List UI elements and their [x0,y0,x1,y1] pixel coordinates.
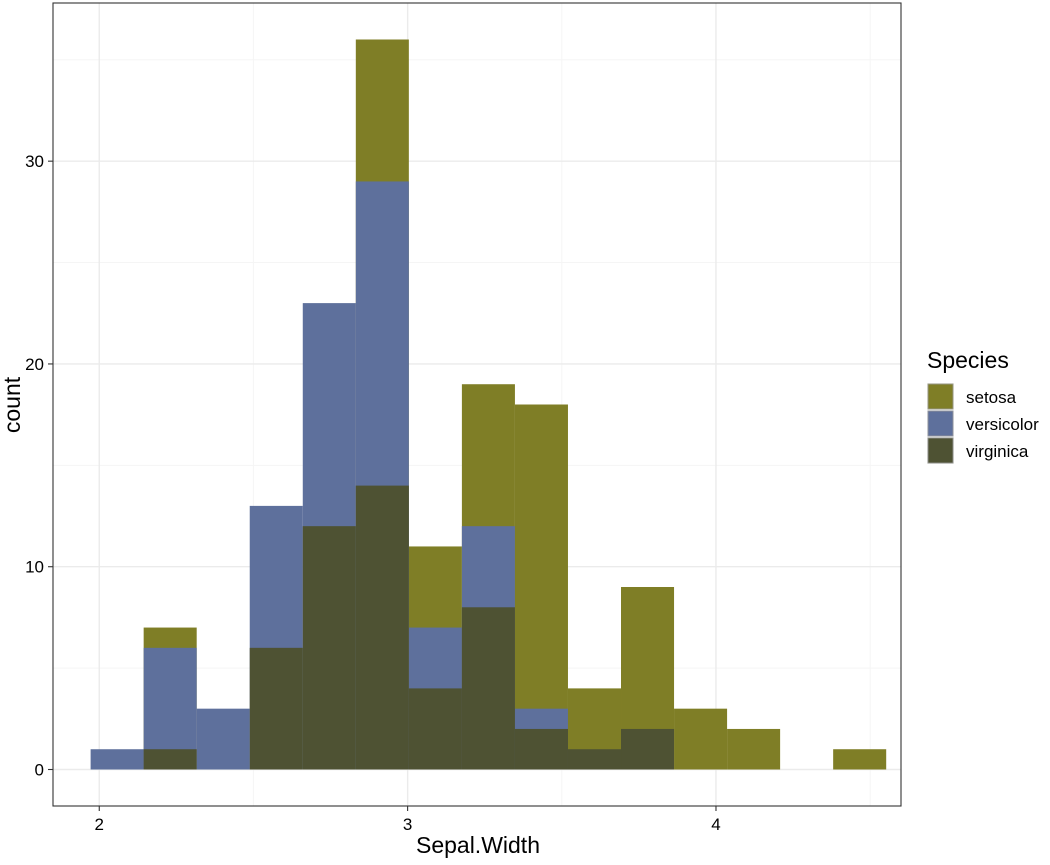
legend-label-virginica: virginica [966,442,1029,461]
y-tick-label: 30 [25,152,44,171]
y-tick-label: 10 [25,558,44,577]
bar-virginica [249,647,303,770]
bar-virginica [143,749,197,770]
legend-label-setosa: setosa [966,388,1017,407]
x-tick-label: 2 [95,815,104,834]
x-tick-label: 3 [403,815,412,834]
bar-virginica [302,526,356,770]
bars-layer [90,39,887,770]
bar-virginica [567,749,622,770]
legend-items: setosa versicolor virginica [926,382,1039,465]
y-tick-label: 0 [35,761,44,780]
y-axis-title: count [0,376,25,433]
legend-label-versicolor: versicolor [966,415,1039,434]
axis-layer: 0 10 20 30 2 3 4 [25,152,721,834]
panel-border [52,2,902,807]
legend-key-outline [927,437,954,464]
bar-setosa [833,749,887,770]
x-tick-label: 4 [711,815,720,834]
legend-key-outline [927,410,954,437]
bar-virginica [461,607,515,770]
legend-key-outline [927,383,954,410]
y-tick-label: 20 [25,355,44,374]
legend-key-setosa [926,382,955,411]
legend-key-virginica [926,436,955,465]
bar-virginica [408,688,462,770]
bar-setosa [727,728,781,770]
bar-setosa [674,708,728,770]
bar-virginica [514,728,568,770]
x-axis-title: Sepal.Width [416,832,540,858]
legend: Species setosa versicolor virginica [926,347,1039,465]
legend-key-versicolor [926,409,955,438]
bar-versicolor [90,749,144,770]
legend-title: Species [927,347,1009,373]
bar-virginica [355,485,409,770]
bar-versicolor [196,708,250,770]
bar-virginica [621,728,675,770]
